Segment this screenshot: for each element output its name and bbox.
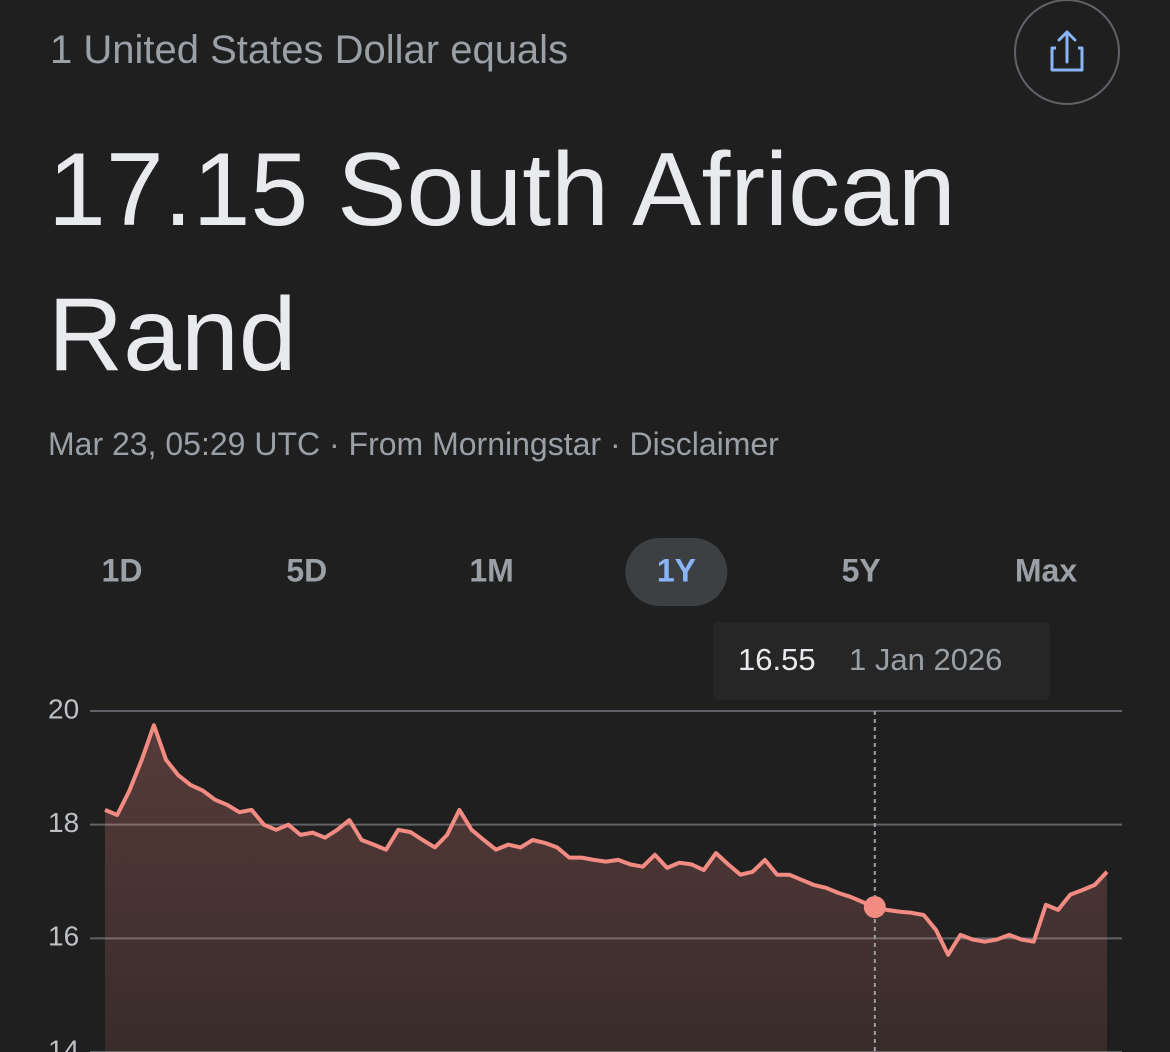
range-tab[interactable]: 1M: [469, 552, 513, 588]
range-tab[interactable]: 1D: [102, 552, 143, 588]
y-tick-label: 16: [48, 921, 79, 952]
y-tick-label: 14: [48, 1034, 79, 1052]
range-tab[interactable]: 5D: [286, 552, 327, 588]
area: [105, 725, 1107, 1052]
share-button[interactable]: [1014, 0, 1120, 105]
source-line: Mar 23, 05:29 UTC · From Morningstar · D…: [48, 426, 779, 462]
rate-title: 17.15 South African Rand: [48, 132, 956, 393]
tooltip-box: [713, 622, 1050, 700]
range-tab[interactable]: Max: [1015, 552, 1077, 588]
range-tabs: 1D 5D 1M 1Y 5Y Max: [102, 538, 1077, 606]
range-tab[interactable]: 5Y: [842, 552, 881, 588]
hover-point: [863, 896, 886, 919]
y-tick-label: 18: [48, 807, 79, 838]
subtitle: 1 United States Dollar equals: [50, 28, 569, 72]
line: [104, 723, 1109, 957]
plot: 14 16 18 20 16.55 1 Jan 2026: [48, 622, 1122, 1052]
tooltip-value: 16.55: [738, 642, 816, 677]
range-tab[interactable]: 1Y: [657, 552, 696, 588]
tab-selected-bg: [625, 538, 728, 606]
y-tick-label: 20: [48, 693, 79, 724]
tooltip-date: 1 Jan 2026: [849, 642, 1002, 677]
